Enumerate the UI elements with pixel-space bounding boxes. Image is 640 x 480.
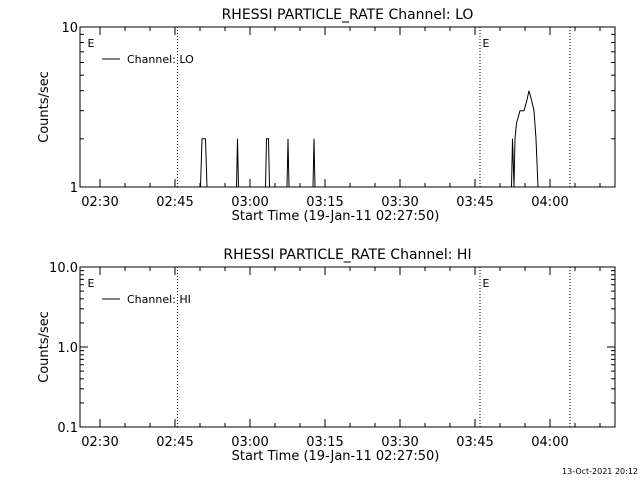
panel-2-y-tick-label: 10.0	[49, 261, 78, 276]
panel-2-event-marker-label: E	[88, 277, 95, 290]
panel-1-x-tick-label: 03:15	[306, 195, 343, 210]
panel-1-x-tick-label: 02:45	[156, 195, 193, 210]
panel-1-x-tick-label: 04:00	[531, 195, 568, 210]
panel-2-x-axis-label: Start Time (19-Jan-11 02:27:50)	[232, 449, 440, 464]
panel-1-plot-frame	[79, 26, 616, 188]
panel-2-x-tick-label: 03:30	[381, 435, 418, 450]
panel-1-y-axis-label: Counts/sec	[37, 71, 52, 143]
generation-timestamp: 13-Oct-2021 20:12	[562, 467, 638, 476]
panel-1-event-marker-label: E	[483, 37, 490, 50]
panel-2-y-tick-label: 1.0	[57, 341, 78, 356]
panel-1-series-line	[200, 90, 539, 188]
panel-2-x-tick-label: 03:00	[231, 435, 268, 450]
panel-2-x-tick-label: 02:30	[81, 435, 118, 450]
panel-1-y-tick-label: 10	[61, 21, 78, 36]
panel-1-x-tick-label: 03:30	[381, 195, 418, 210]
panel-2-plot-frame	[79, 266, 616, 428]
panel-2-legend-label: Channel: HI	[127, 293, 191, 306]
panel-2-y-tick-label: 0.1	[57, 421, 78, 436]
panel-2-chart-title: RHESSI PARTICLE_RATE Channel: HI	[223, 247, 471, 263]
panel-1-legend-label: Channel: LO	[127, 53, 194, 66]
panel-2-x-tick-label: 02:45	[156, 435, 193, 450]
panel-1-y-tick-label: 1	[70, 181, 78, 196]
panel-1-x-axis-label: Start Time (19-Jan-11 02:27:50)	[232, 209, 440, 224]
panel-2-x-tick-label: 04:00	[531, 435, 568, 450]
panel-2-x-tick-label: 03:45	[456, 435, 493, 450]
panel-2-y-axis-label: Counts/sec	[37, 311, 52, 383]
panel-1-x-tick-label: 03:45	[456, 195, 493, 210]
panel-1-event-marker-label: E	[88, 37, 95, 50]
panel-2-x-tick-label: 03:15	[306, 435, 343, 450]
panel-1-chart-title: RHESSI PARTICLE_RATE Channel: LO	[222, 7, 474, 23]
panel-2-event-marker-label: E	[483, 277, 490, 290]
panel-1-x-tick-label: 03:00	[231, 195, 268, 210]
panel-1-x-tick-label: 02:30	[81, 195, 118, 210]
